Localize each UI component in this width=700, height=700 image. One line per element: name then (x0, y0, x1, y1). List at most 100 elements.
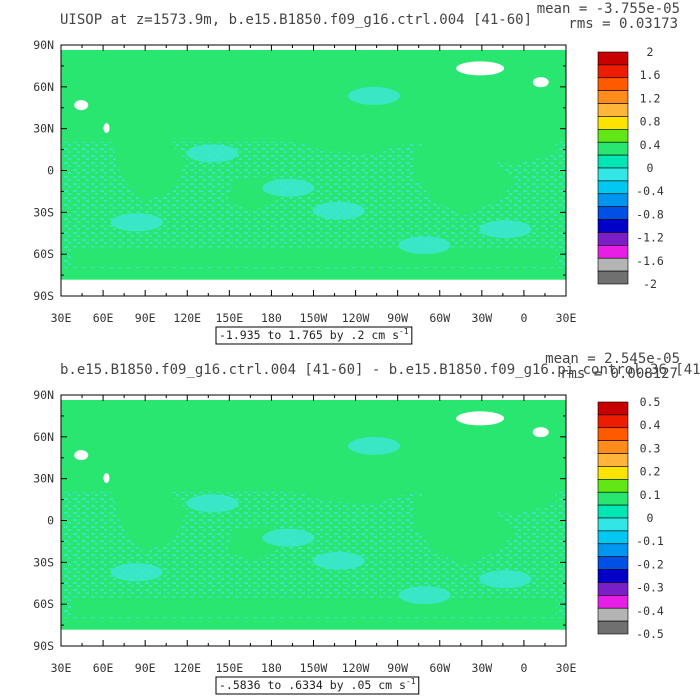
colorbar-label: 0.2 (640, 465, 661, 479)
ocean-patch-5 (479, 570, 532, 589)
x-tick-label: 120W (342, 661, 370, 675)
colorbar-label: 0.4 (640, 418, 661, 432)
x-tick-label: 60E (93, 661, 114, 675)
y-tick-label: 90S (33, 289, 54, 303)
ocean-patch-3 (348, 86, 401, 105)
land-region-2 (414, 141, 516, 216)
colorbar-swatch (597, 270, 629, 285)
chart-title: b.e15.B1850.f09_g16.ctrl.004 [41-60] - b… (60, 362, 700, 378)
colorbar-label: 0.1 (640, 488, 661, 502)
colorbar-swatch (597, 180, 629, 195)
colorbar-label: 0.8 (640, 115, 661, 129)
x-tick-label: 150E (215, 661, 243, 675)
colorbar-swatch (597, 245, 629, 259)
x-tick-label: 120W (342, 311, 370, 325)
ocean-patch-6 (186, 494, 239, 513)
x-tick-label: 150E (215, 311, 243, 325)
map-panel-1: UISOP at z=1573.9m, b.e15.B1850.f09_g16.… (33, 1, 680, 345)
colorbar-swatch (597, 232, 629, 246)
missing-patch-west (74, 100, 89, 111)
y-tick-label: 90S (33, 639, 54, 653)
colorbar-swatch (597, 141, 629, 156)
colorbar-label: 1.2 (640, 91, 661, 105)
rms-stat: rms = 0.03173 (568, 16, 678, 32)
ocean-patch-7 (398, 236, 451, 255)
colorbar-label: 0.3 (640, 441, 661, 455)
colorbar-swatch (597, 206, 629, 220)
missing-patch-west-2 (103, 473, 110, 484)
x-tick-label: 90W (387, 311, 408, 325)
range-exponent: -1 (399, 327, 409, 336)
y-tick-label: 30S (33, 205, 54, 219)
colorbar-label: -2 (643, 277, 657, 291)
missing-patch-west (74, 450, 89, 461)
colorbar-swatch (597, 193, 629, 207)
colorbar-swatch (597, 103, 629, 117)
ocean-patch-4 (110, 563, 163, 582)
ocean-patch-4 (110, 213, 163, 232)
missing-patch-east (532, 77, 549, 88)
x-tick-label: 120E (173, 311, 201, 325)
land-region-1 (71, 404, 556, 515)
colorbar-label: -0.4 (636, 184, 664, 198)
colorbar-label: -0.8 (636, 207, 664, 221)
colorbar-swatch (597, 556, 629, 570)
colorbar-swatch (597, 582, 629, 596)
land-region-5 (71, 247, 556, 266)
colorbar-label: -0.2 (636, 557, 664, 571)
x-tick-label: 30E (51, 661, 72, 675)
colorbar-swatch (597, 77, 629, 91)
range-exponent: -1 (406, 677, 416, 686)
x-tick-label: 90E (135, 311, 156, 325)
x-tick-label: 30W (471, 311, 492, 325)
y-tick-label: 60N (33, 80, 54, 94)
range-text: -.5836 to .6334 by .05 cm s-1 (219, 677, 416, 692)
colorbar: 0.5 0.4 0.3 0.2 0.1 0 -0.1 -0.2 -0.3 -0.4 -0.5 (597, 395, 664, 641)
colorbar-swatch (597, 517, 629, 532)
colorbar-label: 0.5 (640, 395, 661, 409)
colorbar-swatch (597, 530, 629, 545)
ocean-patch-1 (262, 178, 315, 197)
colorbar-swatch (597, 90, 629, 104)
colorbar-swatch (597, 466, 629, 480)
colorbar-label: 0 (647, 161, 654, 175)
land-region-3 (111, 487, 188, 552)
missing-patch-east (532, 427, 549, 438)
colorbar-swatch (597, 129, 629, 143)
x-tick-label: 60W (429, 311, 450, 325)
colorbar-label: -1.6 (636, 254, 664, 268)
colorbar-label: 0 (647, 511, 654, 525)
x-tick-label: 60E (93, 311, 114, 325)
x-tick-label: 90W (387, 661, 408, 675)
mean-stat: mean = -3.755e-05 (537, 1, 680, 17)
colorbar-label: -0.4 (636, 604, 664, 618)
colorbar-swatch (597, 595, 629, 609)
x-tick-label: 150W (300, 311, 328, 325)
x-tick-label: 150W (300, 661, 328, 675)
y-tick-label: 90N (33, 388, 54, 402)
colorbar: 2 1.6 1.2 0.8 0.4 0 -0.4 -0.8 -1.2 -1.6 -2 (597, 45, 664, 291)
y-tick-label: 30N (33, 472, 54, 486)
colorbar-swatch (597, 543, 629, 557)
map-panel-2: b.e15.B1850.f09_g16.ctrl.004 [41-60] - b… (33, 351, 700, 695)
x-tick-label: 120E (173, 661, 201, 675)
colorbar-swatch (597, 154, 629, 169)
missing-patch-greenland (456, 411, 505, 426)
ocean-patch-7 (398, 586, 451, 605)
y-tick-label: 30S (33, 555, 54, 569)
range-label: -.5836 to .6334 by .05 cm s-1 (215, 676, 420, 695)
colorbar-swatch (597, 607, 629, 622)
colorbar-swatch (597, 453, 629, 467)
range-box (215, 676, 420, 695)
y-tick-label: 0 (47, 164, 54, 178)
x-tick-label: 90E (135, 661, 156, 675)
ocean-patch-1 (262, 528, 315, 547)
colorbar-swatch (597, 569, 629, 583)
x-tick-label: 0 (520, 311, 527, 325)
y-tick-label: 30N (33, 122, 54, 136)
x-tick-label: 30E (556, 661, 577, 675)
colorbar-swatch (597, 51, 629, 66)
x-tick-label: 30E (51, 311, 72, 325)
missing-patch-greenland (456, 61, 505, 76)
